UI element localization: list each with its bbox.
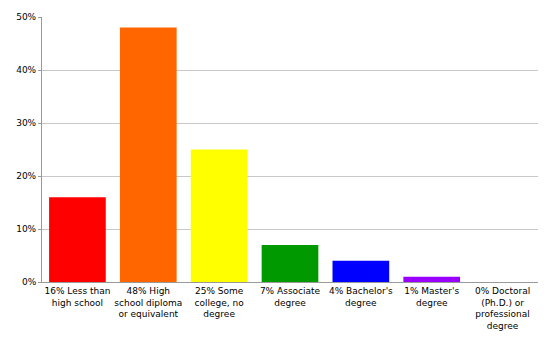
svg-text:25% Somecollege, nodegree: 25% Somecollege, nodegree [195,286,245,319]
svg-text:0% Doctoral(Ph.D.) orprofessio: 0% Doctoral(Ph.D.) orprofessionaldegree [475,286,530,331]
svg-text:50%: 50% [16,12,36,22]
svg-text:20%: 20% [16,171,36,181]
svg-text:7% Associatedegree: 7% Associatedegree [260,286,321,308]
svg-text:16% Less thanhigh school: 16% Less thanhigh school [44,286,110,308]
svg-text:48% Highschool diplomaor equiv: 48% Highschool diplomaor equivalent [114,286,182,319]
svg-text:30%: 30% [16,118,36,128]
svg-text:1% Master'sdegree: 1% Master'sdegree [404,286,459,308]
svg-text:4% Bachelor'sdegree: 4% Bachelor'sdegree [329,286,393,308]
svg-text:0%: 0% [22,277,37,287]
svg-text:40%: 40% [16,65,36,75]
svg-text:10%: 10% [16,224,36,234]
